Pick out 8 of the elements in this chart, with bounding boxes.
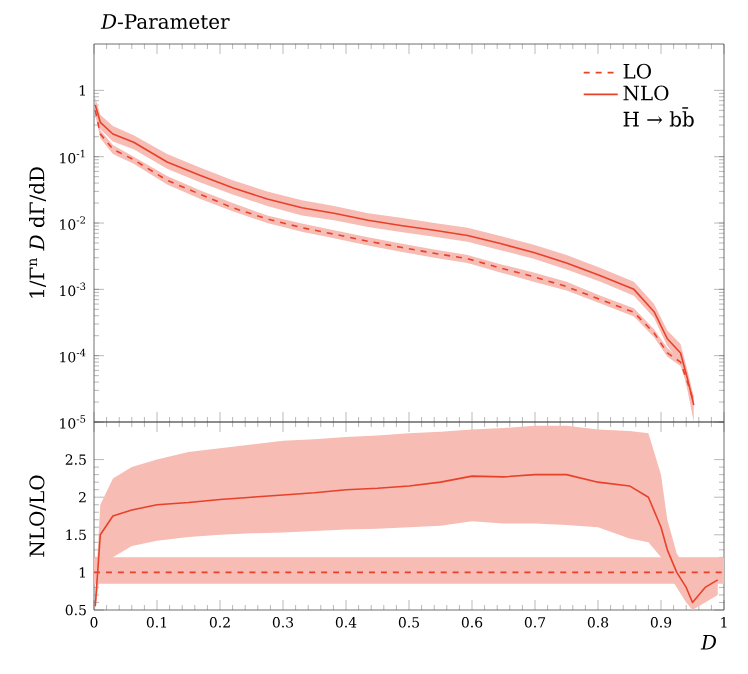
y-axis-title: 1/Γ$^{n}$ D dΓ/dD [29,167,47,298]
line-series [94,473,719,608]
y-axis-title: NLO/LO [29,475,47,557]
chart-title: D-Parameter [100,14,230,29]
legend-label: NLO [623,85,669,101]
legend-label: LO [623,63,651,79]
x-axis-title: D [700,634,717,650]
annotation: H → bb̄ [623,107,694,127]
